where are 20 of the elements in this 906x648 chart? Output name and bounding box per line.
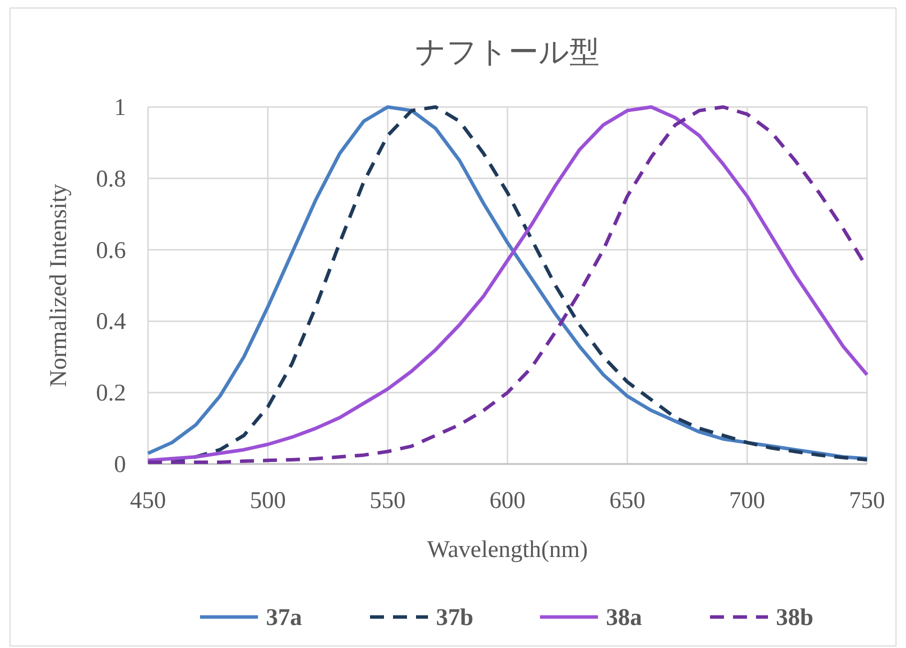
x-tick-label: 700 <box>729 488 766 514</box>
x-tick-label: 450 <box>130 488 166 514</box>
x-axis-title: Wavelength(nm) <box>427 537 588 563</box>
y-tick-label: 0.8 <box>96 166 126 192</box>
y-tick-label: 0.6 <box>96 238 126 264</box>
x-tick-label: 750 <box>849 488 885 514</box>
x-tick-label: 650 <box>609 488 646 514</box>
y-tick-label: 0.2 <box>96 380 126 407</box>
y-tick-label: 1 <box>114 95 126 121</box>
y-tick-label: 0.4 <box>96 309 126 336</box>
y-axis-title: Normalized Intensity <box>46 184 72 388</box>
legend-label: 38b <box>776 605 814 631</box>
legend-label: 37a <box>266 605 302 631</box>
x-tick-label: 600 <box>490 488 526 514</box>
legend-label: 37b <box>436 605 474 631</box>
x-tick-label: 550 <box>370 488 406 514</box>
legend-label: 38a <box>606 605 642 631</box>
y-tick-label: 0 <box>114 452 126 478</box>
chart-title: ナフトール型 <box>416 35 600 70</box>
x-tick-label: 500 <box>250 488 286 514</box>
